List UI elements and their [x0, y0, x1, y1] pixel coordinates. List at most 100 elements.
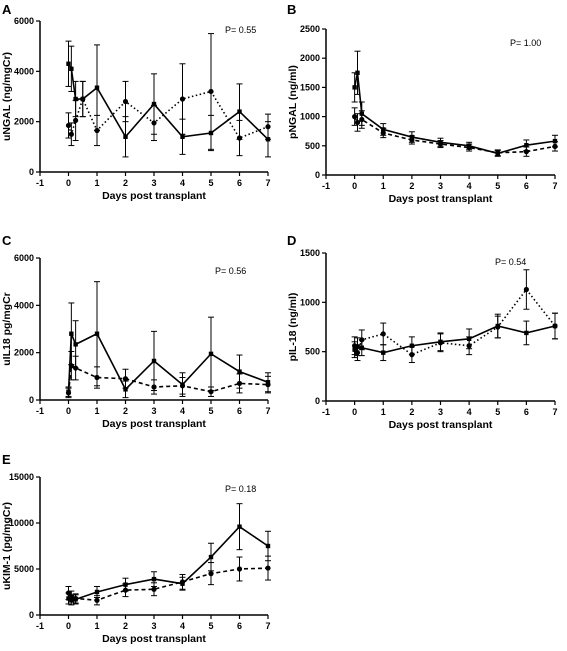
- data-point: [151, 576, 157, 582]
- x-tick-label: -1: [322, 181, 330, 191]
- data-point: [523, 286, 529, 293]
- data-point: [380, 331, 386, 337]
- data-point: [94, 374, 100, 381]
- p-value-annotation: P= 0.54: [495, 257, 526, 267]
- x-tick-label: 6: [237, 406, 242, 416]
- x-tick-label: 4: [467, 407, 472, 417]
- x-tick-label: 6: [524, 407, 529, 417]
- y-axis-label: pIL-18 (ng/ml): [287, 293, 299, 362]
- panel-letter: A: [2, 2, 12, 17]
- x-axis-label: Days post transplant: [389, 193, 493, 205]
- y-tick-label: 0: [29, 610, 34, 620]
- y-tick-label: 1500: [300, 248, 320, 258]
- x-tick-label: 5: [208, 621, 213, 631]
- y-tick-label: 0: [315, 170, 320, 180]
- data-point: [354, 350, 361, 356]
- x-tick-label: 7: [265, 406, 270, 416]
- p-value-annotation: P= 0.55: [225, 25, 256, 35]
- p-value-annotation: P= 0.18: [225, 484, 256, 494]
- data-point: [94, 589, 100, 595]
- data-point: [122, 587, 129, 593]
- data-point: [73, 342, 78, 347]
- data-point: [179, 579, 186, 585]
- data-point: [68, 594, 74, 600]
- data-point: [237, 109, 242, 114]
- data-point: [123, 387, 128, 392]
- data-point: [73, 117, 79, 124]
- data-point: [94, 127, 100, 134]
- data-point: [352, 343, 358, 349]
- data-point: [265, 543, 271, 549]
- y-axis-label: uNGAL (ng/mgCr): [1, 52, 13, 141]
- y-axis-label: uIL18 pg/mgCr: [1, 292, 13, 366]
- data-point: [437, 340, 444, 346]
- data-point: [65, 590, 72, 596]
- x-tick-label: 7: [265, 178, 270, 188]
- series-line: [67, 63, 269, 140]
- data-point: [73, 365, 79, 371]
- data-point: [466, 343, 472, 349]
- data-point: [495, 324, 501, 330]
- x-tick-label: 3: [151, 406, 156, 416]
- series-solid: [65, 281, 271, 399]
- data-point: [236, 380, 243, 387]
- data-point: [359, 337, 365, 343]
- panel-letter: C: [2, 233, 12, 248]
- y-tick-label: 2000: [14, 117, 34, 127]
- x-tick-label: 0: [66, 178, 71, 188]
- panel-letter: D: [287, 233, 296, 248]
- x-tick-label: 1: [94, 621, 99, 631]
- data-point: [237, 524, 242, 529]
- x-tick-label: 3: [151, 621, 156, 631]
- data-point: [151, 101, 157, 107]
- series-dashed: [65, 555, 271, 606]
- data-point: [122, 376, 129, 382]
- x-tick-label: -1: [36, 621, 44, 631]
- data-point: [65, 390, 72, 396]
- series-solid: [351, 50, 558, 157]
- data-point: [73, 96, 78, 102]
- data-point: [68, 363, 74, 369]
- series-line: [68, 525, 269, 602]
- data-point: [94, 85, 100, 90]
- data-point: [552, 323, 558, 329]
- y-tick-label: 2000: [14, 348, 34, 358]
- y-tick-label: 10000: [9, 518, 34, 528]
- data-point: [495, 150, 501, 156]
- x-tick-label: 4: [180, 621, 185, 631]
- data-point: [352, 114, 358, 120]
- data-point: [180, 134, 185, 139]
- p-value-annotation: P= 0.56: [215, 266, 246, 276]
- data-point: [80, 96, 86, 102]
- data-point: [552, 143, 558, 149]
- panel-letter: E: [2, 452, 11, 467]
- data-point: [409, 352, 415, 358]
- data-point: [208, 571, 214, 577]
- data-point: [524, 330, 529, 336]
- y-tick-label: 5000: [14, 564, 34, 574]
- data-point: [69, 66, 74, 72]
- y-axis-label: uKIM-1 (pg/mgCr): [1, 502, 13, 590]
- x-tick-label: 0: [66, 406, 71, 416]
- data-point: [359, 116, 365, 123]
- data-point: [94, 597, 100, 603]
- x-tick-label: 1: [381, 407, 386, 417]
- x-axis-label: Days post transplant: [102, 418, 206, 430]
- data-point: [179, 383, 186, 389]
- y-tick-label: 6000: [14, 16, 34, 26]
- y-tick-label: 15000: [9, 472, 34, 482]
- x-axis-label: Days post transplant: [102, 190, 206, 202]
- panel-letter: B: [287, 2, 296, 17]
- y-tick-label: 1500: [300, 82, 320, 92]
- data-point: [66, 61, 71, 66]
- data-point: [265, 124, 271, 130]
- series-line: [354, 325, 556, 354]
- x-tick-label: 6: [237, 178, 242, 188]
- series-dotted: [65, 33, 271, 157]
- x-tick-label: 6: [524, 181, 529, 191]
- x-tick-label: 6: [237, 621, 242, 631]
- x-tick-label: 5: [208, 178, 213, 188]
- y-tick-label: 1000: [300, 112, 320, 122]
